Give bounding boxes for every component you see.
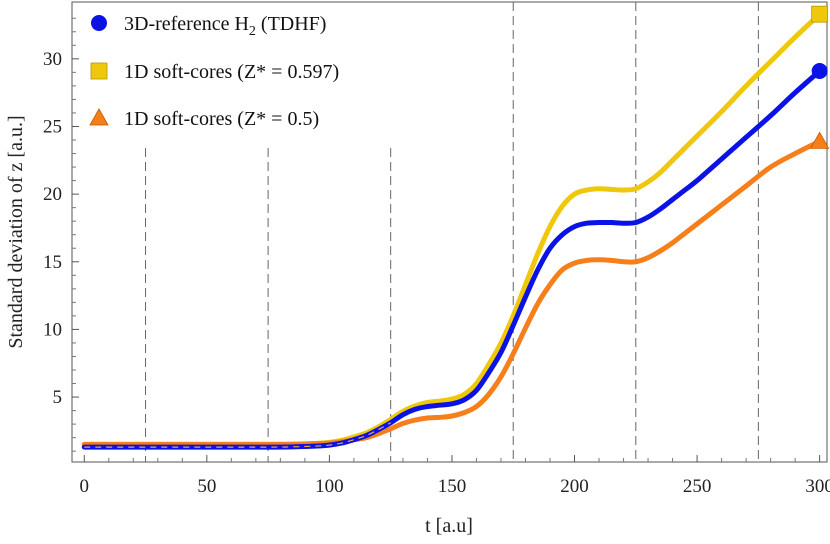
y-tick-label: 10 [43,319,62,340]
y-tick-label: 30 [43,49,62,70]
series-soft-core-05-marker [809,131,830,149]
legend-marker-0 [91,15,107,31]
series-group [81,5,830,450]
x-tick-label: 0 [80,476,90,497]
y-tick-label: 25 [43,116,62,137]
series-soft-core-0597-marker [811,5,829,23]
plot-frame [71,1,828,463]
y-tick-label: 15 [43,252,62,273]
legend-label-2: 1D soft-cores (Z* = 0.5) [124,108,319,130]
legend-marker-2 [89,108,109,126]
x-axis-title: t [a.u] [425,515,473,537]
x-axis: 0 50 100 150 200 250 300 [80,455,830,497]
y-axis: 5 10 15 20 25 30 [43,17,79,452]
legend: 3D-reference H2 (TDHF) 1D soft-cores (Z* … [89,13,339,130]
y-tick-label: 20 [43,184,62,205]
x-tick-label: 50 [197,476,216,497]
x-tick-label: 250 [683,476,712,497]
reference-lines [145,2,759,462]
x-tick-label: 300 [805,476,830,497]
x-tick-label: 100 [315,476,344,497]
y-tick-label: 5 [53,387,63,408]
x-tick-label: 150 [438,476,467,497]
legend-marker-1 [90,62,108,80]
y-axis-title: Standard deviation of z [a.u.] [5,115,27,348]
legend-label-0: 3D-reference H2 (TDHF) [124,13,326,39]
series-3d-reference-marker [811,63,828,79]
legend-label-1: 1D soft-cores (Z* = 0.597) [124,61,339,83]
x-tick-label: 200 [560,476,589,497]
